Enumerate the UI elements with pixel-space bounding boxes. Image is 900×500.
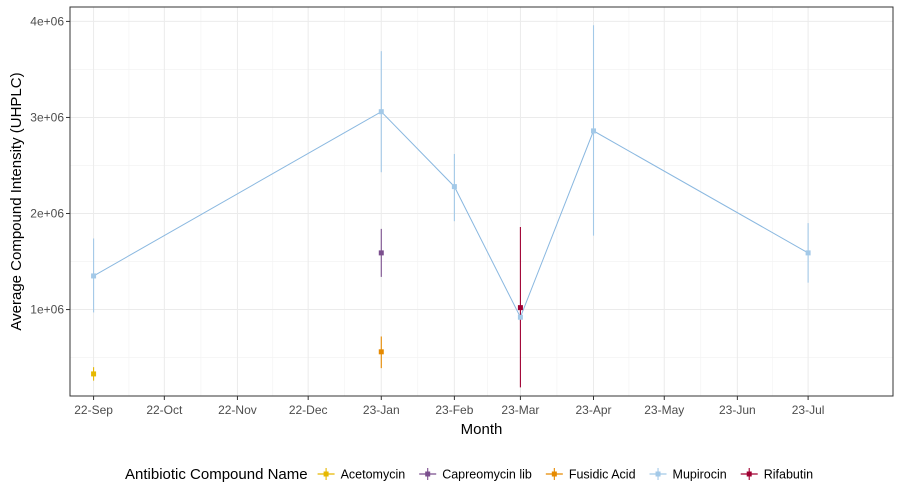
data-point-fusidic-acid	[378, 349, 384, 355]
data-point-mupirocin	[451, 184, 457, 190]
x-axis-ticks: 22-Sep 22-Oct 22-Nov 22-Dec 23-Jan 23-Feb 23-M…	[74, 396, 824, 417]
x-tick-label: 23-May	[644, 403, 684, 417]
x-tick-label: 22-Sep	[74, 403, 113, 417]
legend-item-rifabutin: Rifabutin	[740, 468, 813, 482]
plot-panel-border	[69, 6, 894, 397]
legend-key-point	[746, 471, 752, 477]
legend-key-point	[551, 471, 557, 477]
legend-label: Rifabutin	[764, 468, 813, 482]
legend-item-mupirocin: Mupirocin	[649, 468, 727, 482]
x-tick-label: 22-Dec	[289, 403, 328, 417]
data-point-rifabutin	[517, 305, 523, 311]
legend: Acetomycin Capreomycin lib Fusidic Acid Mup…	[317, 468, 813, 482]
legend-label: Capreomycin lib	[442, 468, 532, 482]
series-line-mupirocin	[93, 111, 809, 319]
y-tick-label: 2e+06	[30, 207, 64, 221]
series-lines	[93, 111, 809, 319]
y-tick-label: 4e+06	[30, 14, 64, 28]
x-tick-label: 23-Jun	[719, 403, 756, 417]
x-tick-label: 23-Jan	[363, 403, 400, 417]
x-tick-label: 23-Jul	[792, 403, 825, 417]
data-point-acetomycin	[91, 371, 97, 377]
legend-key-point	[323, 471, 329, 477]
data-point-mupirocin	[805, 250, 811, 256]
y-tick-label: 3e+06	[30, 110, 64, 124]
data-point-mupirocin	[378, 109, 384, 115]
legend-label: Fusidic Acid	[569, 468, 636, 482]
legend-label: Mupirocin	[673, 468, 727, 482]
x-tick-label: 22-Oct	[146, 403, 183, 417]
legend-title: Antibiotic Compound Name	[125, 466, 308, 483]
data-point-mupirocin	[591, 128, 597, 134]
x-axis-title: Month	[461, 421, 503, 438]
data-point-mupirocin	[91, 273, 97, 279]
x-tick-label: 23-Apr	[575, 403, 611, 417]
x-tick-label: 22-Nov	[218, 403, 257, 417]
data-point-mupirocin	[517, 314, 523, 320]
legend-item-fusidic-acid: Fusidic Acid	[545, 468, 636, 482]
legend-item-capreomycin-lib: Capreomycin lib	[419, 468, 532, 482]
y-axis-title: Average Compound Intensity (UHPLC)	[8, 72, 25, 330]
legend-key-point	[425, 471, 431, 477]
x-tick-label: 23-Feb	[435, 403, 473, 417]
y-axis-ticks: 1e+06 2e+06 3e+06 4e+06	[30, 14, 70, 317]
legend-label: Acetomycin	[341, 468, 406, 482]
grid-minor	[70, 7, 893, 396]
x-tick-label: 23-Mar	[501, 403, 539, 417]
legend-key-point	[655, 471, 661, 477]
data-point-capreomycin-lib	[378, 250, 384, 256]
data-points	[91, 109, 811, 377]
y-tick-label: 1e+06	[30, 303, 64, 317]
legend-item-acetomycin: Acetomycin	[317, 468, 406, 482]
